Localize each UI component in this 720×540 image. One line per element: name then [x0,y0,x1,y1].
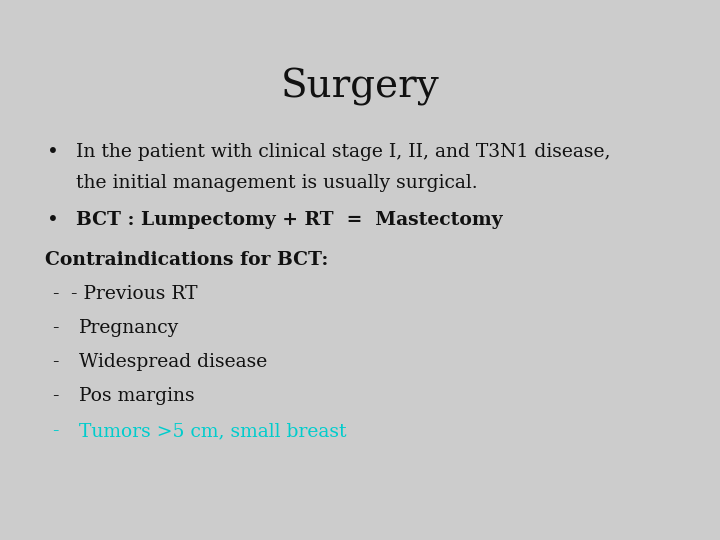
Text: the initial management is usually surgical.: the initial management is usually surgic… [76,174,477,192]
Text: -: - [53,319,59,336]
Text: - Previous RT: - Previous RT [71,285,197,302]
Text: In the patient with clinical stage I, II, and T3N1 disease,: In the patient with clinical stage I, II… [76,143,610,161]
Text: Contraindications for BCT:: Contraindications for BCT: [45,251,328,269]
Text: Pregnancy: Pregnancy [79,319,179,336]
Text: -: - [53,353,59,370]
Text: Surgery: Surgery [281,68,439,105]
Text: •: • [47,143,58,162]
Text: BCT : Lumpectomy + RT  =  Mastectomy: BCT : Lumpectomy + RT = Mastectomy [76,211,503,228]
Text: Tumors >5 cm, small breast: Tumors >5 cm, small breast [79,422,347,440]
Text: -: - [53,285,59,302]
Text: Pos margins: Pos margins [79,387,195,404]
Text: -: - [53,422,59,440]
Text: -: - [53,387,59,404]
Text: •: • [47,211,58,229]
Text: Widespread disease: Widespread disease [79,353,267,370]
